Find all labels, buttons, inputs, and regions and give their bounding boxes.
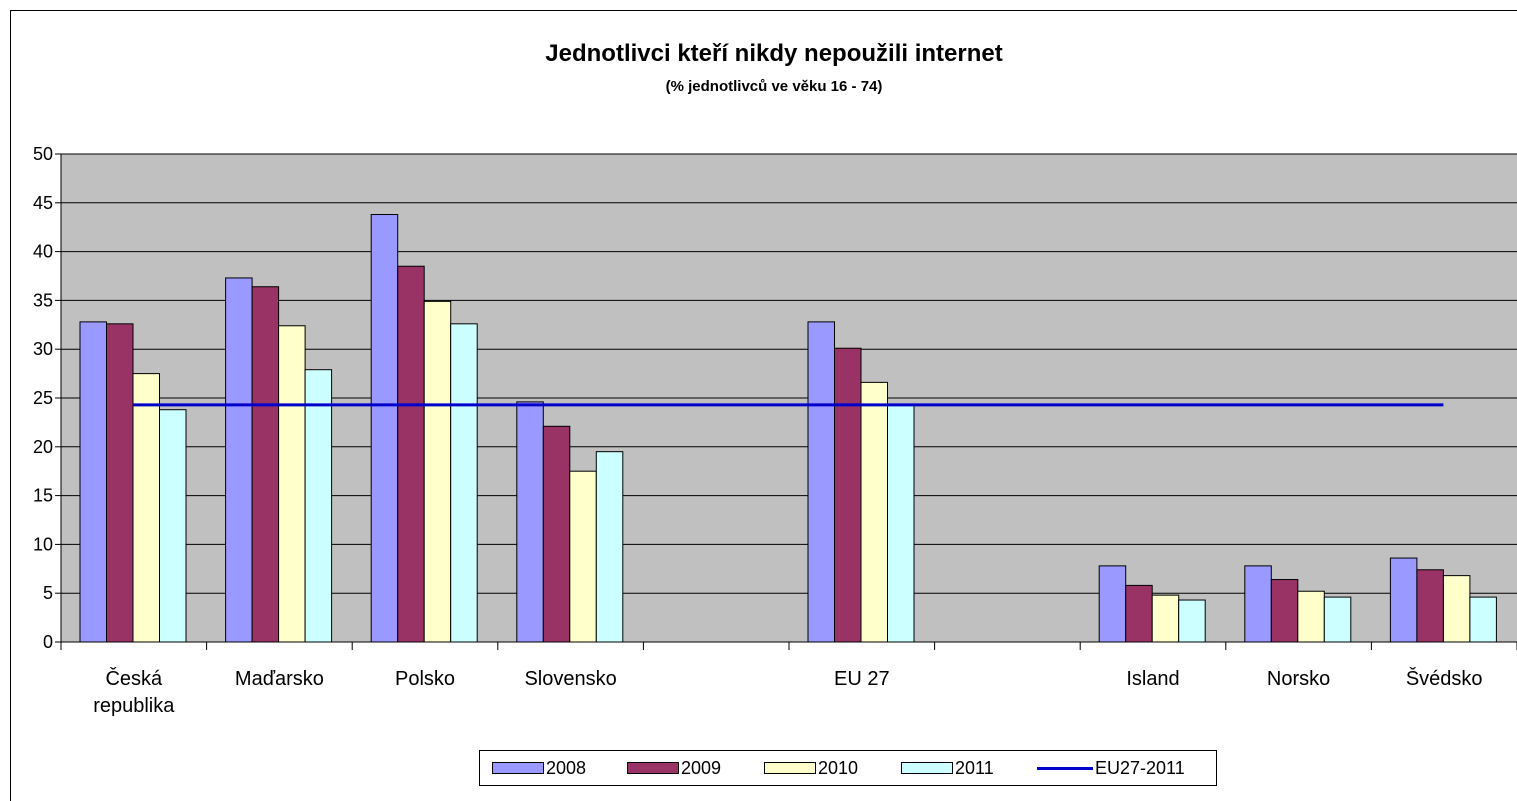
bar-2011 (1178, 599, 1206, 643)
bar-2008 (225, 277, 253, 643)
bar-2010 (423, 300, 452, 643)
bar-2009 (397, 265, 425, 643)
category-label: Česká (105, 667, 163, 690)
bar-2010 (860, 381, 888, 643)
bar-2008 (516, 401, 544, 643)
category-label: Švédsko (1406, 667, 1483, 690)
bar-2008 (807, 321, 835, 643)
bar-2008 (370, 214, 399, 643)
bar-2009 (106, 323, 134, 643)
y-tick-label: 5 (43, 583, 53, 603)
legend-item-eu27-2011: EU27-2011 (1037, 751, 1185, 785)
category-label: Polsko (395, 668, 455, 690)
legend-item-2008: 2008 (492, 751, 586, 785)
bar-2011 (1469, 596, 1497, 643)
y-tick-label: 0 (43, 632, 53, 652)
y-tick-label: 40 (33, 242, 53, 262)
legend: 2008 2009 2010 2011 EU27-2011 (479, 750, 1217, 786)
legend-label-2011: 2011 (955, 757, 994, 778)
bar-2009 (1270, 579, 1299, 643)
legend-label-eu27-2011: EU27-2011 (1095, 757, 1185, 778)
legend-item-2009: 2009 (627, 751, 721, 785)
legend-label-2009: 2009 (681, 757, 722, 778)
y-tick-label: 15 (33, 486, 53, 506)
bar-2008 (79, 321, 107, 643)
chart-frame (10, 10, 1517, 801)
bar-2010 (1151, 594, 1180, 643)
category-label: Slovensko (524, 668, 616, 690)
bar-2011 (304, 369, 333, 643)
category-label: republika (93, 695, 175, 717)
bar-2011 (595, 451, 624, 643)
bar-2009 (542, 425, 571, 643)
y-tick-label: 20 (33, 437, 53, 457)
bar-2010 (569, 470, 597, 643)
legend-item-2010: 2010 (764, 751, 858, 785)
bar-2011 (1323, 596, 1352, 643)
y-tick-label: 35 (33, 290, 53, 310)
bar-2010 (1442, 575, 1471, 643)
y-tick-label: 50 (33, 144, 53, 164)
category-label: EU 27 (834, 668, 890, 690)
y-tick-label: 25 (33, 388, 53, 408)
legend-label-2008: 2008 (546, 757, 587, 778)
bar-2009 (1416, 569, 1444, 643)
bar-2011 (159, 409, 187, 643)
bar-2009 (1125, 584, 1153, 643)
category-label: Maďarsko (235, 668, 324, 690)
y-tick-label: 45 (33, 193, 53, 213)
y-tick-label: 30 (33, 339, 53, 359)
bar-2011 (450, 323, 478, 643)
legend-swatch-2009 (627, 762, 679, 774)
legend-swatch-2011 (901, 762, 953, 774)
bar-2008 (1098, 565, 1127, 643)
legend-swatch-2010 (764, 762, 816, 774)
bar-2010 (278, 325, 306, 643)
legend-label-2010: 2010 (818, 757, 859, 778)
category-label: Island (1126, 668, 1179, 690)
bar-2008 (1244, 565, 1272, 643)
bar-2009 (834, 347, 862, 643)
chart-title: Jednotlivci kteří nikdy nepoužili intern… (545, 40, 1003, 67)
bar-2010 (1297, 590, 1325, 643)
bar-2010 (132, 373, 160, 643)
legend-line-eu27-2011 (1037, 766, 1093, 770)
bar-2011 (887, 404, 915, 643)
chart-subtitle: (% jednotlivců ve věku 16 - 74) (665, 78, 883, 95)
legend-item-2011: 2011 (901, 751, 994, 785)
bar-2008 (1389, 557, 1418, 643)
bar-2009 (251, 286, 280, 643)
legend-swatch-2008 (492, 762, 544, 774)
y-tick-label: 10 (33, 534, 53, 554)
category-label: Norsko (1267, 668, 1330, 690)
